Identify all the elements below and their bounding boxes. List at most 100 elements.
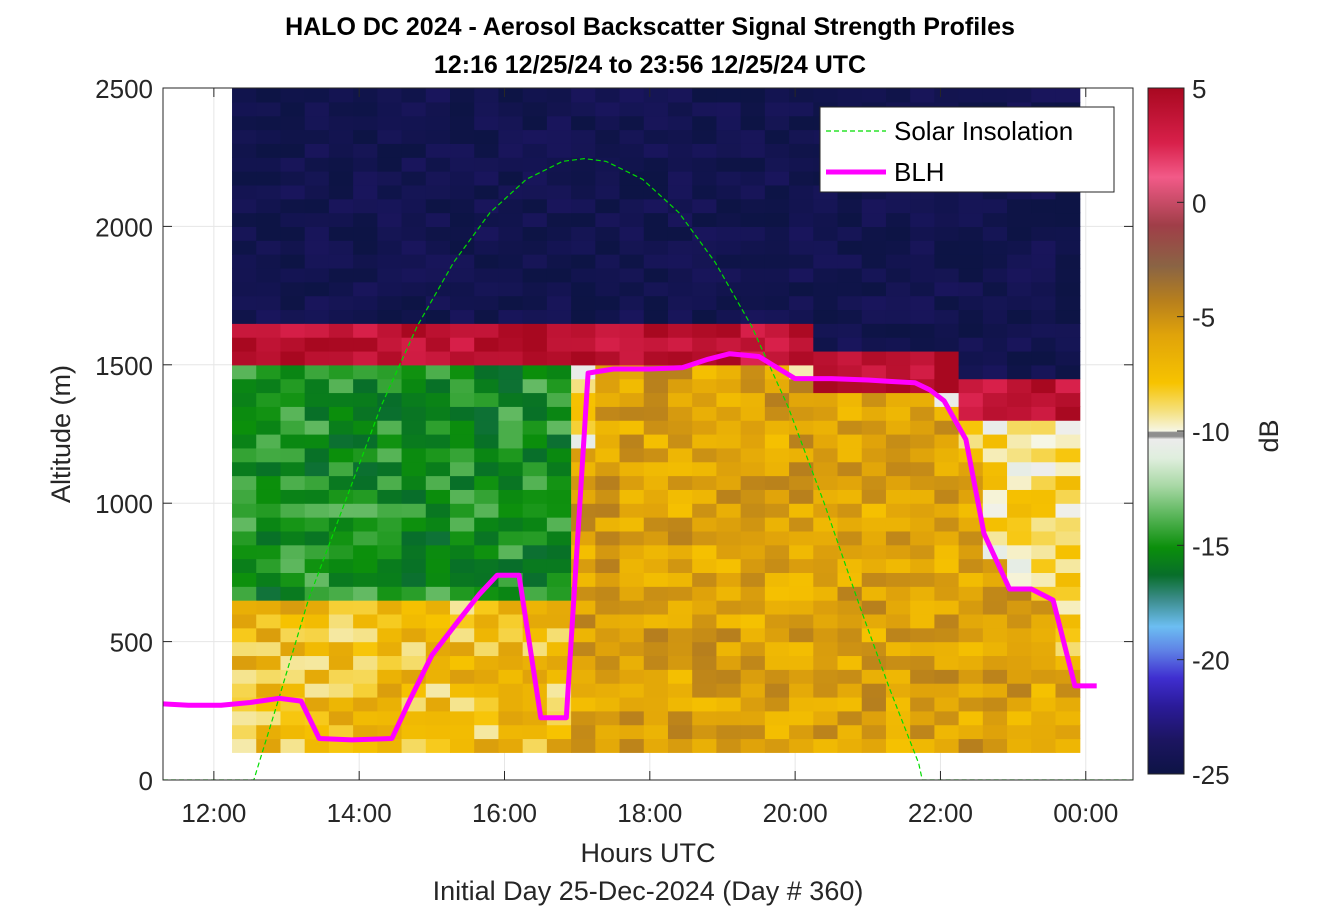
heatmap-cell xyxy=(595,613,621,629)
heatmap-cell xyxy=(353,337,378,352)
heatmap-cell xyxy=(692,530,718,546)
heatmap-cell xyxy=(232,627,257,643)
heatmap-cell xyxy=(571,378,596,394)
heatmap-cell xyxy=(571,337,596,352)
heatmap-cell xyxy=(958,683,984,698)
heatmap-cell xyxy=(1031,503,1057,518)
heatmap-cell xyxy=(280,254,306,269)
heatmap-cell xyxy=(377,281,403,297)
heatmap-cell xyxy=(789,350,814,366)
heatmap-cell xyxy=(1055,212,1081,227)
heatmap-cell xyxy=(861,669,887,684)
heatmap-cell xyxy=(328,558,354,573)
heatmap-cell xyxy=(1055,669,1081,684)
heatmap-cell xyxy=(474,364,500,380)
heatmap-cell xyxy=(498,323,524,338)
heatmap-cell xyxy=(232,295,257,311)
heatmap-cell xyxy=(740,544,766,560)
heatmap-cell xyxy=(571,240,596,255)
heatmap-cell xyxy=(256,600,282,615)
heatmap-cell xyxy=(740,143,766,158)
heatmap-cell xyxy=(425,143,451,158)
heatmap-cell xyxy=(401,171,427,186)
heatmap-cell xyxy=(1055,613,1081,629)
heatmap-cell xyxy=(716,613,742,629)
heatmap-cell xyxy=(304,323,330,338)
heatmap-cell xyxy=(474,392,500,407)
heatmap-cell xyxy=(304,710,330,726)
heatmap-cell xyxy=(643,669,669,684)
heatmap-cell xyxy=(619,88,645,103)
heatmap-cell xyxy=(982,254,1008,269)
heatmap-cell xyxy=(450,406,475,421)
heatmap-cell xyxy=(425,88,451,103)
heatmap-cell xyxy=(377,115,403,131)
heatmap-cell xyxy=(304,226,330,241)
heatmap-cell xyxy=(595,295,621,311)
heatmap-cell xyxy=(837,240,863,255)
heatmap-cell xyxy=(789,323,814,338)
heatmap-cell xyxy=(1007,613,1032,629)
heatmap-cell xyxy=(256,212,282,227)
heatmap-cell xyxy=(377,655,403,670)
heatmap-cell xyxy=(1031,392,1057,407)
heatmap-cell xyxy=(474,184,500,200)
heatmap-cell xyxy=(401,378,427,394)
heatmap-cell xyxy=(861,544,887,560)
heatmap-cell xyxy=(232,669,257,684)
heatmap-cell xyxy=(1031,198,1057,214)
heatmap-cell xyxy=(764,337,790,352)
heatmap-cell xyxy=(328,143,354,158)
heatmap-cell xyxy=(522,655,548,670)
heatmap-cell xyxy=(474,281,500,297)
heatmap-cell xyxy=(1007,627,1032,643)
heatmap-cell xyxy=(789,586,814,601)
heatmap-cell xyxy=(280,710,306,726)
heatmap-cell xyxy=(280,544,306,560)
heatmap-cell xyxy=(280,600,306,615)
heatmap-cell xyxy=(377,226,403,241)
heatmap-cell xyxy=(885,226,911,241)
heatmap-cell xyxy=(934,364,960,380)
heatmap-cell xyxy=(1055,724,1081,740)
heatmap-cell xyxy=(401,655,427,670)
x-tick-label: 18:00 xyxy=(617,798,682,828)
heatmap-cell xyxy=(353,281,378,297)
heatmap-cell xyxy=(232,281,257,297)
chart-title: HALO DC 2024 - Aerosol Backscatter Signa… xyxy=(285,13,1015,41)
heatmap-cell xyxy=(764,406,790,421)
heatmap-cell xyxy=(885,724,911,740)
heatmap-cell xyxy=(885,641,911,657)
heatmap-cell xyxy=(328,600,354,615)
heatmap-cell xyxy=(885,281,911,297)
heatmap-cell xyxy=(232,323,257,338)
heatmap-cell xyxy=(595,586,621,601)
heatmap-cell xyxy=(813,738,839,753)
heatmap-cell xyxy=(546,115,572,131)
heatmap-cell xyxy=(522,115,548,131)
heatmap-cell xyxy=(546,461,572,477)
heatmap-cell xyxy=(813,337,839,352)
heatmap-cell xyxy=(595,378,621,394)
heatmap-cell xyxy=(522,254,548,269)
heatmap-cell xyxy=(474,88,500,103)
heatmap-cell xyxy=(740,337,766,352)
heatmap-cell xyxy=(837,641,863,657)
heatmap-cell xyxy=(256,655,282,670)
heatmap-cell xyxy=(1007,226,1032,241)
heatmap-cell xyxy=(837,212,863,227)
heatmap-cell xyxy=(304,267,330,283)
heatmap-cell xyxy=(328,295,354,311)
heatmap-cell xyxy=(1055,406,1081,421)
heatmap-cell xyxy=(716,88,742,103)
heatmap-cell xyxy=(571,184,596,200)
heatmap-cell xyxy=(304,88,330,103)
heatmap-cell xyxy=(837,461,863,477)
heatmap-cell xyxy=(692,240,718,255)
heatmap-cell xyxy=(861,309,887,324)
heatmap-cell xyxy=(571,198,596,214)
heatmap-cell xyxy=(837,696,863,712)
heatmap-cell xyxy=(401,627,427,643)
heatmap-cell xyxy=(280,267,306,283)
heatmap-cell xyxy=(813,558,839,573)
